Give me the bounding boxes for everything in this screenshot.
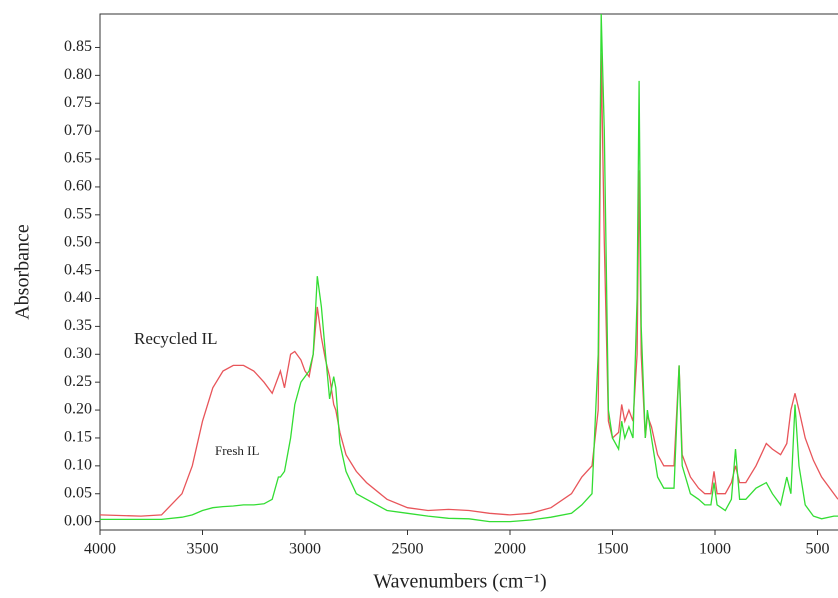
annotation: Recycled IL [134, 329, 218, 348]
y-tick-label: 0.75 [64, 94, 92, 111]
y-tick-label: 0.65 [64, 150, 92, 167]
y-tick-label: 0.80 [64, 66, 92, 83]
y-tick-label: 0.20 [64, 401, 92, 418]
x-tick-label: 2000 [494, 541, 526, 558]
y-tick-label: 0.85 [64, 38, 92, 55]
spectrum-line [100, 13, 838, 523]
y-tick-label: 0.60 [64, 178, 92, 195]
y-tick-label: 0.50 [64, 233, 92, 250]
y-tick-label: 0.55 [64, 205, 92, 222]
x-tick-label: 1500 [597, 541, 629, 558]
annotation: Fresh IL [215, 443, 259, 458]
y-tick-label: 0.00 [64, 512, 92, 529]
y-tick-label: 0.45 [64, 261, 92, 278]
y-tick-label: 0.05 [64, 484, 92, 501]
y-tick-label: 0.15 [64, 429, 92, 446]
x-tick-label: 3500 [187, 541, 219, 558]
x-tick-label: 4000 [84, 541, 116, 558]
x-tick-label: 500 [806, 541, 830, 558]
x-axis-label: Wavenumbers (cm⁻¹) [373, 571, 546, 593]
y-axis-label: Absorbance [12, 224, 34, 320]
y-tick-label: 0.25 [64, 373, 92, 390]
x-tick-label: 1000 [699, 541, 731, 558]
x-tick-label: 3000 [289, 541, 321, 558]
y-tick-label: 0.30 [64, 345, 92, 362]
y-tick-label: 0.10 [64, 457, 92, 474]
y-tick-label: 0.35 [64, 317, 92, 334]
x-tick-label: 2500 [392, 541, 424, 558]
y-tick-label: 0.40 [64, 289, 92, 306]
spectrum-line [99, 52, 838, 517]
y-tick-label: 0.70 [64, 122, 92, 139]
plot-frame [99, 13, 838, 531]
